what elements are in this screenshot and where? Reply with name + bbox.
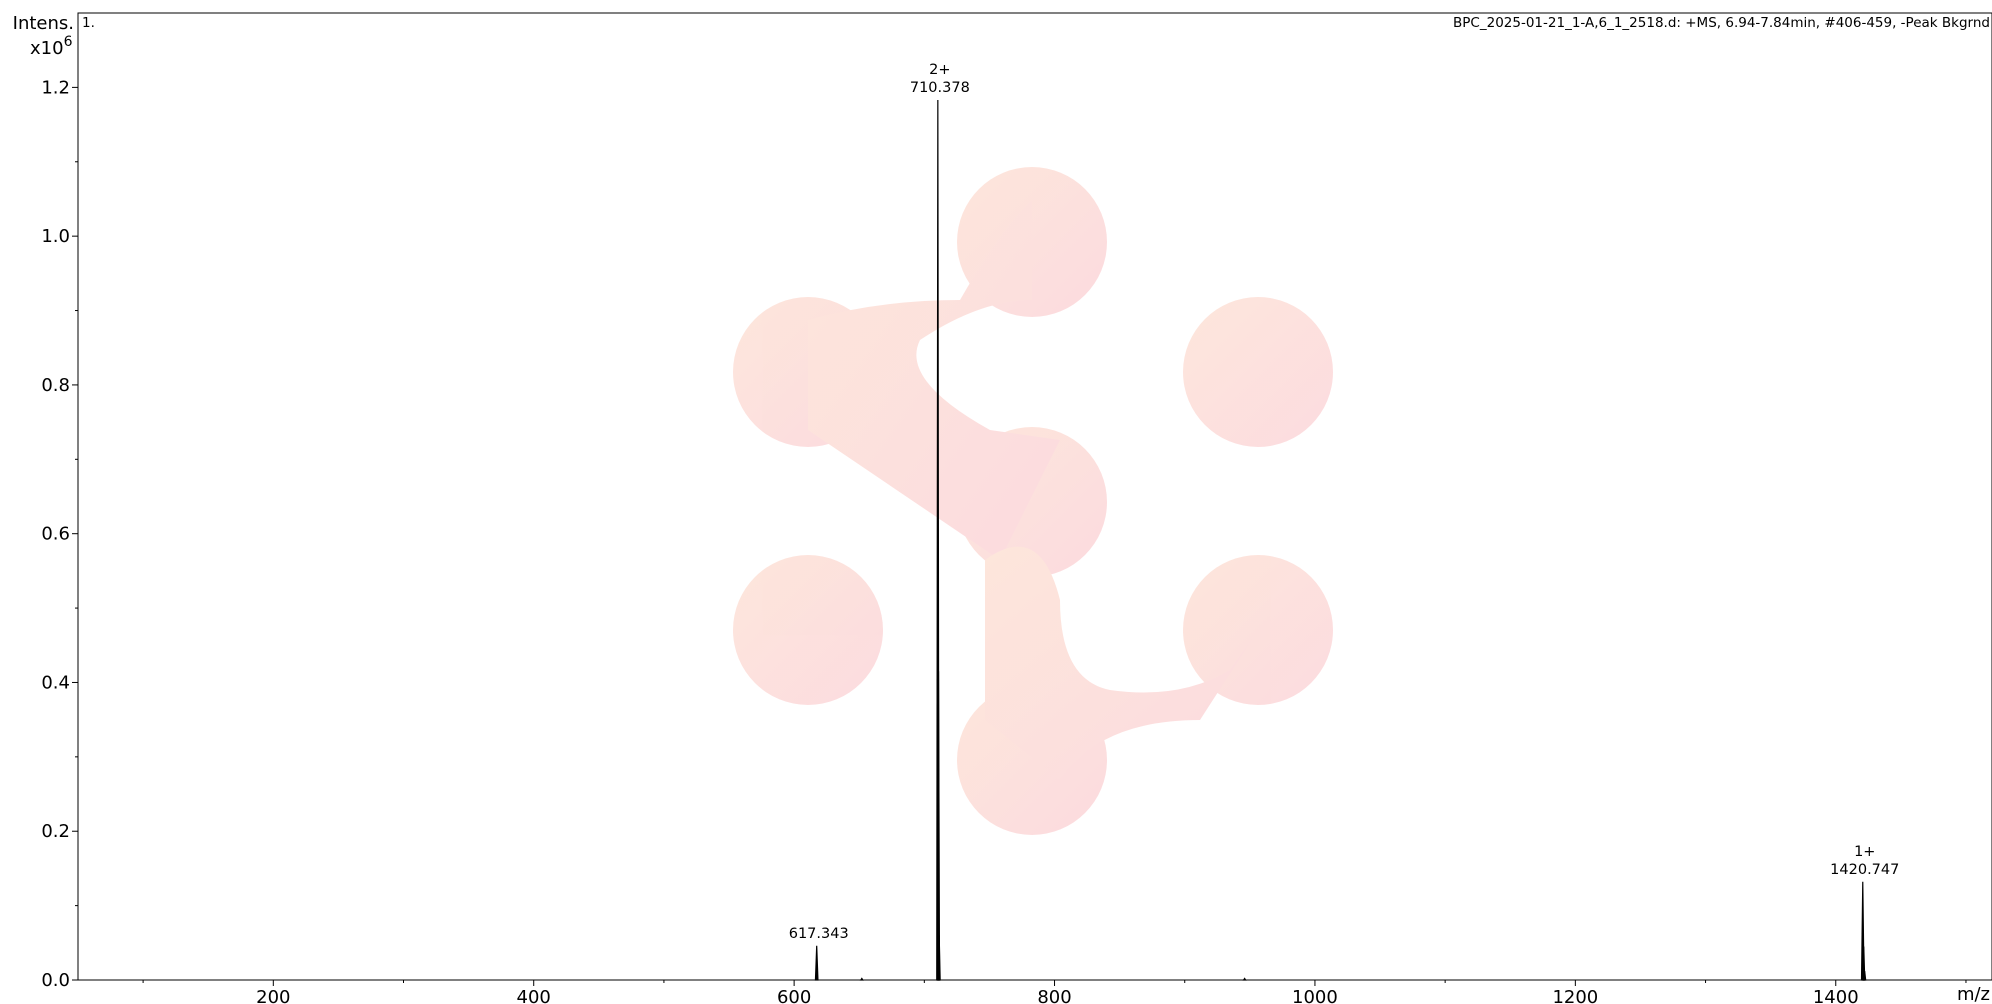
peak-charge-label: 2+ <box>929 62 950 78</box>
y-tick-label: 0.6 <box>41 524 70 545</box>
panel-label: 1. <box>82 15 95 31</box>
y-axis-scale-base: x10 <box>30 38 64 59</box>
y-axis-scale-exponent: 6 <box>64 34 73 50</box>
x-tick-label: 200 <box>256 987 290 1004</box>
y-axis: 0.0 0.2 0.4 0.6 0.8 1.0 1.2 <box>41 77 78 991</box>
x-tick-label: 1400 <box>1813 987 1859 1004</box>
watermark-logo <box>733 167 1333 835</box>
y-axis-title: Intens. <box>13 13 74 34</box>
x-axis: 200 400 600 800 1000 1200 1400 <box>142 980 1967 1004</box>
peak-mz-label: 710.378 <box>910 80 970 96</box>
x-axis-title: m/z <box>1957 984 1990 1004</box>
peak-mz-label: 1420.747 <box>1830 862 1899 878</box>
header-info: BPC_2025-01-21_1-A,6_1_2518.d: +MS, 6.94… <box>1453 15 1990 31</box>
y-tick-label: 0.4 <box>41 672 70 693</box>
y-tick-label: 0.0 <box>41 970 70 991</box>
x-tick-label: 400 <box>517 987 551 1004</box>
spectrum-peak <box>1862 971 1867 981</box>
y-axis-scale: x106 <box>30 34 73 59</box>
peak-annotations: 617.343 710.378 2+ 1420.747 1+ <box>789 62 1900 942</box>
x-tick-label: 1000 <box>1292 987 1338 1004</box>
y-tick-label: 0.8 <box>41 375 70 396</box>
spectrum-peaks <box>78 100 1992 981</box>
spectrum-peak <box>814 945 819 981</box>
spectrum-peak <box>937 935 941 981</box>
x-tick-label: 1200 <box>1552 987 1598 1004</box>
peak-mz-label: 617.343 <box>789 926 849 942</box>
x-tick-label: 800 <box>1037 987 1071 1004</box>
y-tick-label: 1.2 <box>41 77 70 98</box>
peak-charge-label: 1+ <box>1854 844 1875 860</box>
x-tick-label: 600 <box>777 987 811 1004</box>
y-tick-label: 0.2 <box>41 821 70 842</box>
spectrum-peak <box>936 671 941 981</box>
y-tick-label: 1.0 <box>41 226 70 247</box>
